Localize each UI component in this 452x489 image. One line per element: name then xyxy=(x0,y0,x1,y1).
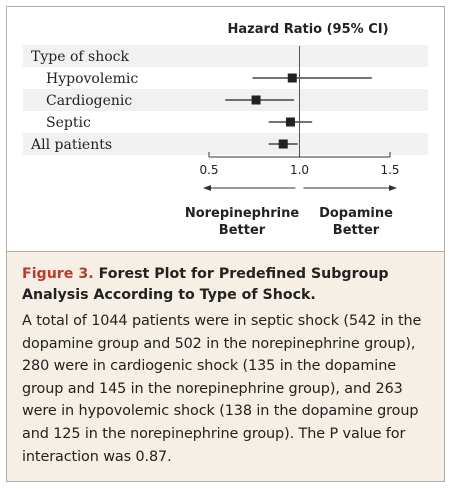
row-label-hypovolemic: Hypovolemic xyxy=(46,71,138,87)
forest-plot-svg: Type of shock Hypovolemic Cardiogenic Septi… xyxy=(23,22,428,238)
x-tick-label: 1.5 xyxy=(380,163,399,177)
direction-right-label: Better xyxy=(333,223,380,238)
direction-left-label: Norepinephrine xyxy=(185,206,300,221)
figure-label: Figure 3. xyxy=(22,266,94,282)
point-estimate-all-patients xyxy=(278,139,288,149)
x-tick-label: 0.5 xyxy=(199,163,218,177)
plot-header: Hazard Ratio (95% CI) xyxy=(227,22,388,37)
caption-title-line: Figure 3. Forest Plot for Predefined Sub… xyxy=(22,264,430,306)
direction-left-label: Better xyxy=(219,223,266,238)
arrow-right-head xyxy=(389,185,397,191)
row-label-cardiogenic: Cardiogenic xyxy=(46,93,132,109)
point-estimate-septic xyxy=(285,117,295,127)
row-label-septic: Septic xyxy=(46,115,91,131)
figure-frame: Type of shock Hypovolemic Cardiogenic Septi… xyxy=(6,6,445,482)
row-band-type-of-shock xyxy=(23,45,428,67)
figure-caption-body: A total of 1044 patients were in septic … xyxy=(22,313,422,465)
row-band-all-patients xyxy=(23,133,428,155)
direction-right-label: Dopamine xyxy=(319,206,393,221)
arrow-left-head xyxy=(203,185,211,191)
forest-plot: Type of shock Hypovolemic Cardiogenic Septi… xyxy=(7,7,444,251)
figure-title: Forest Plot for Predefined Subgroup Anal… xyxy=(22,266,389,303)
row-label-type-of-shock: Type of shock xyxy=(31,49,129,65)
point-estimate-hypovolemic xyxy=(287,73,297,83)
x-tick-label: 1.0 xyxy=(290,163,309,177)
figure-caption: Figure 3. Forest Plot for Predefined Sub… xyxy=(7,251,444,481)
point-estimate-cardiogenic xyxy=(251,95,261,105)
row-label-all-patients: All patients xyxy=(30,137,112,153)
